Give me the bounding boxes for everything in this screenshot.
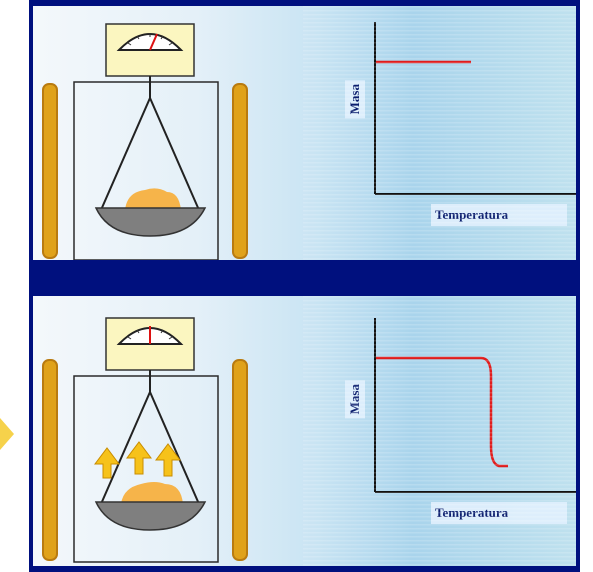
pan — [94, 501, 207, 531]
gauge-dial — [116, 33, 184, 51]
vapor-arrows — [94, 441, 181, 479]
bottom-apparatus — [42, 317, 248, 563]
y-axis-label: Masa — [345, 80, 365, 119]
panel-divider — [29, 266, 580, 290]
pan — [94, 207, 207, 237]
hanger-left — [100, 391, 151, 505]
gauge-needle — [149, 33, 158, 51]
side-arrow-marker — [0, 418, 14, 450]
furnace-enclosure — [73, 81, 219, 260]
hanger-right — [149, 391, 200, 505]
x-axis-label: Temperatura — [431, 502, 567, 524]
sample — [125, 188, 181, 210]
vapor-arrow-middle — [126, 441, 152, 475]
left-heater — [42, 359, 58, 561]
bottom-chart — [374, 318, 576, 493]
y-axis-label: Masa — [345, 380, 365, 419]
mass-curve — [376, 356, 508, 468]
vapor-arrow-right — [155, 443, 181, 477]
right-heater — [232, 83, 248, 259]
sample — [121, 482, 183, 504]
top-panel: Masa Temperatura — [29, 0, 580, 266]
bottom-panel: Masa Temperatura — [29, 290, 580, 572]
right-heater — [232, 359, 248, 561]
x-axis-label: Temperatura — [431, 204, 567, 226]
top-apparatus — [42, 23, 248, 260]
left-heater — [42, 83, 58, 259]
top-panel-background: Masa Temperatura — [33, 6, 576, 260]
hanger-left — [100, 97, 151, 211]
hanger-right — [149, 97, 200, 211]
furnace-enclosure — [73, 375, 219, 563]
bottom-panel-background: Masa Temperatura — [33, 296, 576, 566]
top-chart — [374, 22, 576, 195]
vapor-arrow-left — [94, 447, 120, 479]
